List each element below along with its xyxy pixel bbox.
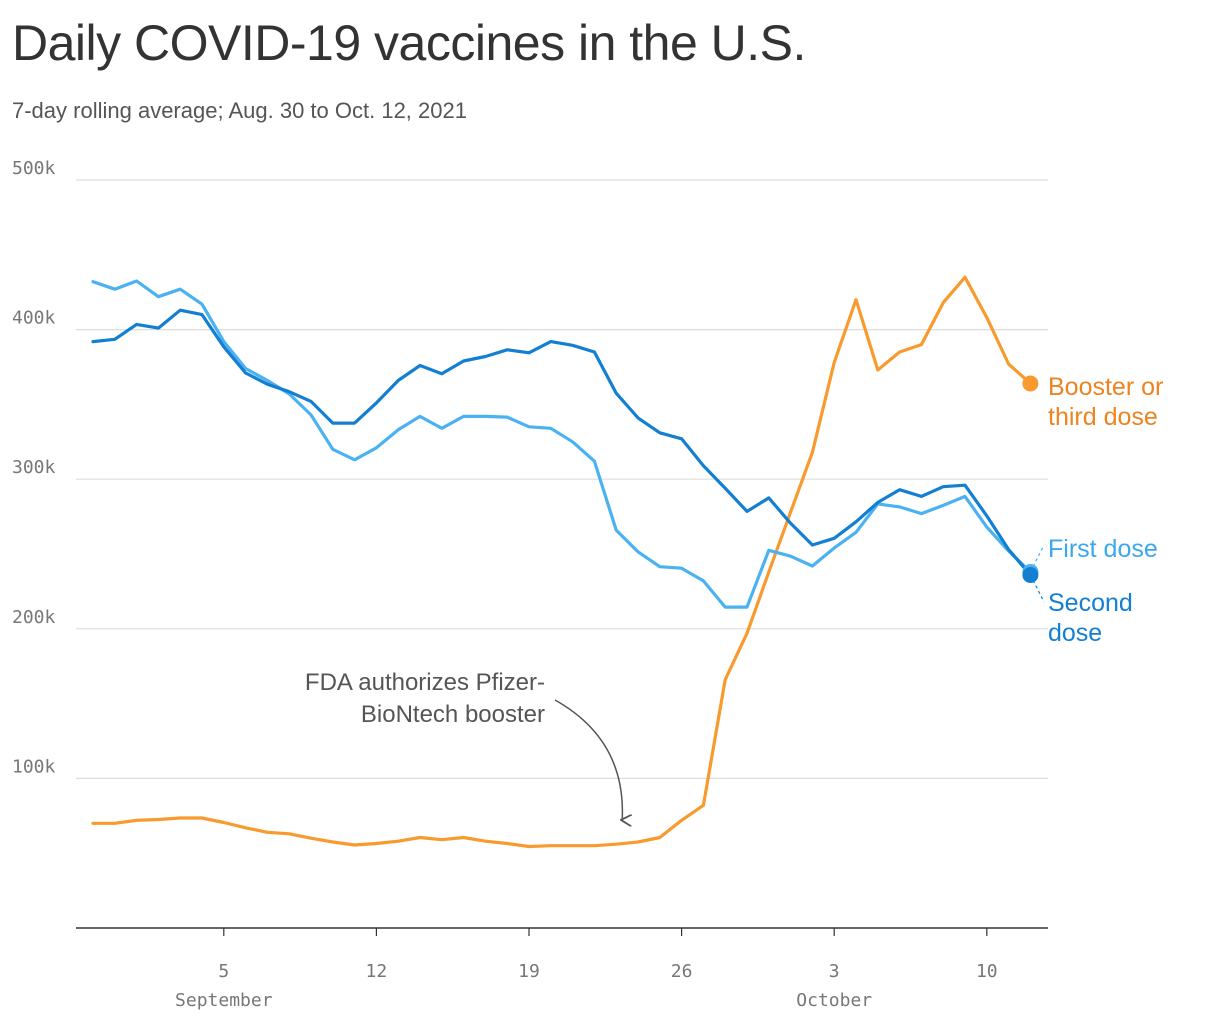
x-month-label-october: October xyxy=(796,990,872,1011)
y-tick-label-100k: 100k xyxy=(12,756,56,777)
series-line-second-dose xyxy=(91,308,1033,577)
series-label-second-dose-1: Second xyxy=(1048,589,1133,617)
series-label-booster-or-third-dose-2: third dose xyxy=(1048,403,1158,431)
x-tick-label-3: 3 xyxy=(829,961,840,982)
series-line-booster-or-third-dose xyxy=(91,275,1033,849)
annotation-line-2: BioNtech booster xyxy=(361,701,545,728)
x-tick-label-12: 12 xyxy=(366,961,388,982)
series-lines xyxy=(91,275,1033,849)
annotation-arrow xyxy=(554,699,622,820)
x-tick-label-19: 19 xyxy=(518,961,540,982)
end-point-second-dose xyxy=(1022,566,1039,583)
end-point-booster-or-third-dose xyxy=(1022,375,1039,392)
series-label-booster-or-third-dose-1: Booster or xyxy=(1048,373,1163,401)
series-label-second-dose-2: dose xyxy=(1048,619,1102,647)
x-axis: 5 September 12 19 26 3 October 10 xyxy=(76,927,1048,1011)
y-axis-ticks: 100k 200k 300k 400k 500k xyxy=(12,158,56,777)
y-tick-label-500k: 500k xyxy=(12,158,56,179)
leader-line-first-dose xyxy=(1029,544,1045,573)
x-month-label-september: September xyxy=(175,990,273,1011)
gridlines xyxy=(76,179,1048,780)
x-tick-label-10: 10 xyxy=(976,961,998,982)
chart-title: Daily COVID-19 vaccines in the U.S. xyxy=(12,15,806,71)
series-line-first-dose xyxy=(91,279,1033,609)
y-tick-label-300k: 300k xyxy=(12,457,56,478)
x-tick-label-5: 5 xyxy=(218,961,229,982)
annotation-fda-booster: FDA authorizes Pfizer- BioNtech booster xyxy=(305,669,623,820)
y-tick-label-400k: 400k xyxy=(12,308,56,329)
x-tick-label-26: 26 xyxy=(671,961,693,982)
annotation-line-1: FDA authorizes Pfizer- xyxy=(305,669,545,696)
series-label-first-dose-1: First dose xyxy=(1048,535,1158,563)
chart-subtitle: 7-day rolling average; Aug. 30 to Oct. 1… xyxy=(12,98,467,123)
leader-line-second-dose xyxy=(1029,574,1045,603)
y-tick-label-200k: 200k xyxy=(12,607,56,628)
